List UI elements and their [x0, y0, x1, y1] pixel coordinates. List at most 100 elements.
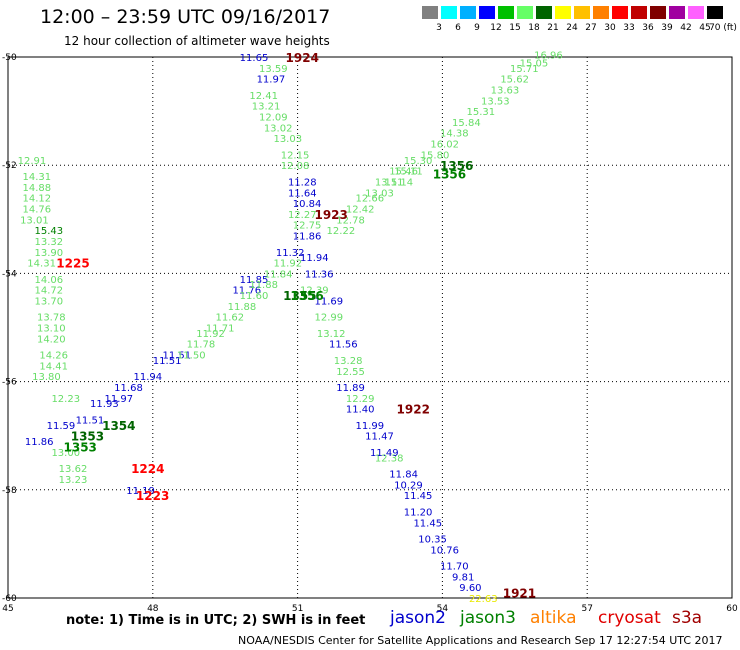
wave-height-value: 13.03 — [365, 188, 394, 199]
color-swatch — [498, 6, 514, 19]
wave-height-value: 13.32 — [35, 237, 64, 248]
color-swatch — [422, 6, 438, 19]
wave-height-value: 13.11 — [375, 177, 404, 188]
wave-height-value: 11.62 — [216, 313, 245, 324]
wave-height-value: 11.86 — [293, 232, 322, 243]
wave-height-value: 13.90 — [35, 248, 64, 259]
wave-height-value: 14.88 — [22, 183, 51, 194]
color-scale-label: 39 — [661, 23, 673, 33]
satellite-jason3: jason3 — [460, 608, 516, 628]
pass-number-label: 1923 — [314, 208, 347, 222]
color-swatch — [555, 6, 571, 19]
wave-height-value: 15.43 — [35, 226, 64, 237]
wave-height-value: 12.66 — [356, 194, 385, 205]
lon-tick-label: 48 — [147, 604, 159, 614]
lat-tick-label: -56 — [2, 378, 17, 388]
color-scale-label: 24 — [566, 23, 578, 33]
color-scale-label: 15 — [509, 23, 521, 33]
wave-height-value: 13.10 — [37, 324, 66, 335]
wave-height-value: 11.51 — [153, 356, 182, 367]
wave-height-value: 13.59 — [259, 64, 288, 75]
wave-height-value: 12.42 — [346, 204, 375, 215]
color-swatch — [688, 6, 704, 19]
wave-height-value: 12.75 — [293, 221, 322, 232]
wave-height-value: 12.38 — [375, 453, 404, 464]
wave-height-value: 14.72 — [35, 286, 64, 297]
lon-tick-label: 45 — [2, 604, 13, 614]
wave-height-value: 11.97 — [257, 75, 286, 86]
color-scale-label: 45 — [699, 23, 711, 33]
wave-height-value: 11.94 — [133, 372, 162, 383]
pass-number-label: 1922 — [397, 403, 430, 417]
color-swatch — [479, 6, 495, 19]
wave-height-value: 11.86 — [25, 437, 54, 448]
wave-height-value: 13.78 — [37, 313, 66, 324]
wave-height-value: 15.80 — [421, 150, 450, 161]
color-swatch — [536, 6, 552, 19]
wave-height-value: 11.76 — [232, 286, 261, 297]
wave-height-value: 11.68 — [114, 383, 143, 394]
lon-tick-label: 60 — [726, 604, 738, 614]
wave-height-value: 14.12 — [22, 194, 51, 205]
pass-number-label: 1353 — [71, 430, 104, 444]
map-frame — [7, 56, 733, 599]
wave-height-value: 12.27 — [288, 210, 317, 221]
lon-tick-label: 51 — [292, 604, 303, 614]
color-swatch — [669, 6, 685, 19]
wave-height-value: 13.01 — [20, 215, 49, 226]
wave-height-value: 15.14 — [384, 177, 413, 188]
satellite-altika: altika — [530, 608, 577, 628]
wave-height-value: 11.89 — [336, 383, 365, 394]
color-scale-label: 30 — [604, 23, 616, 33]
satellite-cryosat: cryosat — [598, 608, 661, 628]
color-swatch — [631, 6, 647, 19]
wave-height-value: 11.56 — [329, 340, 358, 351]
wave-height-value: 11.71 — [206, 324, 235, 335]
wave-height-value: 15.30 — [404, 156, 433, 167]
pass-number-label: 1355 — [283, 289, 316, 303]
wave-height-value: 13.03 — [273, 134, 302, 145]
lat-tick-label: -52 — [2, 161, 17, 171]
wave-height-value: 13.62 — [59, 464, 88, 475]
lon-tick-label: 57 — [581, 604, 592, 614]
wave-height-value: 11.19 — [126, 486, 155, 497]
wave-height-value: 12.23 — [51, 394, 80, 405]
pass-number-label: 1356 — [290, 289, 323, 303]
wave-height-value: 10.84 — [293, 199, 322, 210]
wave-height-value: 14.26 — [39, 351, 68, 362]
wave-height-value: 10.29 — [394, 480, 423, 491]
wave-height-value: 10.35 — [418, 534, 447, 545]
wave-height-value: 11.78 — [187, 340, 216, 351]
wave-height-value: 15.71 — [510, 64, 539, 75]
satellite-jason2: jason2 — [390, 608, 446, 628]
wave-height-value: 15.46 — [389, 167, 418, 178]
wave-height-value: 15.84 — [452, 118, 481, 129]
wave-height-value: 9.81 — [452, 572, 474, 583]
wave-height-value: 14.20 — [37, 334, 66, 345]
wave-height-value: 12.29 — [346, 394, 375, 405]
wave-height-value: 12.55 — [336, 367, 365, 378]
wave-height-value: 15.31 — [467, 107, 496, 118]
color-swatch — [517, 6, 533, 19]
wave-height-value: 11.85 — [240, 275, 269, 286]
wave-height-value: 12.99 — [314, 313, 343, 324]
color-swatch — [612, 6, 628, 19]
wave-height-value: 11.69 — [314, 296, 343, 307]
wave-height-value: 11.45 — [404, 491, 433, 502]
wave-height-value: 15.62 — [500, 75, 529, 86]
pass-number-label: 1924 — [286, 51, 319, 65]
wave-height-value: 11.65 — [240, 53, 269, 64]
pass-number-label: 1356 — [433, 167, 466, 181]
wave-height-value: 14.06 — [35, 275, 64, 286]
pass-number-label: 1354 — [102, 419, 135, 433]
wave-height-value: 12.78 — [336, 215, 365, 226]
lon-tick-label: 54 — [437, 604, 449, 614]
wave-height-value: 13.00 — [51, 448, 80, 459]
wave-height-value: 12.09 — [259, 113, 288, 124]
color-scale-label: 33 — [623, 23, 635, 33]
wave-height-value: 12.39 — [300, 286, 329, 297]
wave-height-value: 13.70 — [35, 296, 64, 307]
pass-number-label: 1224 — [131, 462, 164, 476]
pass-number-label: 1223 — [136, 489, 169, 503]
